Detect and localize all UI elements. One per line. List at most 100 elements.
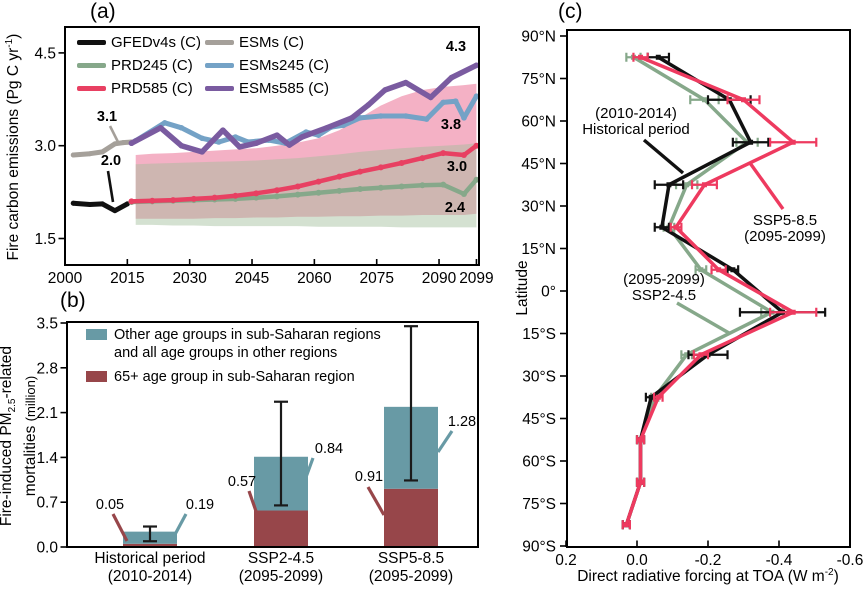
panel-a-marker-ESMs245 (C) — [378, 113, 384, 119]
legend-a-swatch — [205, 86, 234, 91]
panel-a-marker-PRD245 (C) — [336, 187, 343, 194]
panel-a-x-tick-label: 2015 — [110, 270, 144, 287]
panel-c-marker — [655, 54, 661, 60]
panel-a-y-tick-label: 1.5 — [34, 231, 56, 248]
panel-a-marker-ESMs585 (C) — [286, 142, 293, 148]
panel-b-value-label-0.19: 0.19 — [186, 497, 214, 513]
legend-b-label: Other age groups in sub-Saharan regions a… — [114, 327, 381, 361]
legend-a-item: PRD245 (C) — [77, 56, 205, 75]
panel-c-y-axis-title: Latitude — [514, 260, 531, 316]
panel-c-x-tick-label: 0.2 — [555, 552, 577, 569]
annotation-ssp2-line2: SSP2-4.5 — [631, 286, 697, 304]
panel-a-marker-ESMs245 (C) — [440, 99, 446, 106]
panel-c-marker — [648, 394, 654, 400]
panel-a-x-tick-label: 2075 — [359, 270, 393, 287]
panel-b-ylabel-post: -related — [0, 345, 15, 399]
panel-a-marker-ESMs245 (C) — [161, 120, 168, 126]
panel-c-y-tick-label: 60°N — [521, 113, 556, 130]
panel-c-x-tick-label: 0.0 — [626, 552, 648, 569]
panel-a-x-tick-label: 2060 — [297, 270, 332, 287]
panel-c-marker — [666, 182, 672, 188]
panel-c-xlabel-close: ) — [833, 568, 839, 586]
panel-a-marker-PRD245 (C) — [398, 183, 405, 190]
panel-c-marker — [701, 182, 707, 188]
panel-a-marker-PRD585 (C) — [294, 183, 301, 190]
panel-a-marker-PRD245 (C) — [273, 193, 280, 200]
panel-a-marker-ESMs245 (C) — [423, 116, 430, 122]
panel-a-marker-ESMs (C) — [70, 152, 76, 158]
panel-a-x-tick-label: 2045 — [235, 270, 269, 287]
panel-b-ylabel-sub: 2.5 — [7, 398, 19, 413]
panel-c-xlabel-pre: Direct radiative forcing at TOA (W m — [577, 568, 825, 586]
panel-b-y-tick-label: 2.1 — [36, 405, 58, 422]
panel-a-marker-ESMs585 (C) — [199, 149, 205, 155]
panel-c-y-tick-label: 15°N — [521, 241, 556, 258]
panel-c-series-SSP5-8.5 (2095-2099) — [624, 55, 795, 527]
panel-a-marker-ESMs585 (C) — [157, 124, 164, 131]
panel-a-annotation-leader — [106, 170, 115, 203]
panel-a-y-axis-title-sup: -1 — [3, 38, 15, 48]
panel-a-marker-PRD245 (C) — [419, 182, 426, 189]
panel-b-ylabel-line2: mortalities — [22, 421, 40, 497]
panel-b-value-leader — [247, 490, 260, 518]
panel-b-category-label: SSP5-8.5 — [378, 550, 444, 567]
panel-a-marker-ESMs245 (C) — [452, 98, 459, 104]
panel-a-marker-ESMs (C) — [112, 141, 118, 147]
panel-a-marker-ESMs245 (C) — [357, 115, 363, 121]
panel-a-x-tick-label: 2000 — [48, 270, 83, 287]
panel-b-value-label-0.91: 0.91 — [355, 469, 383, 485]
panel-b-value-label-1.28: 1.28 — [448, 414, 476, 430]
panel-b-category-label-years: (2010-2014) — [108, 568, 192, 585]
panel-a-marker-ESMs (C) — [87, 151, 93, 157]
legend-b-item: 65+ age group in sub-Saharan region — [86, 368, 381, 386]
panel-a-marker-GFEDv4s (C) — [112, 208, 118, 214]
panel-a-annotation-3.8: 3.8 — [441, 117, 461, 133]
panel-a-annotation-2.0: 2.0 — [101, 153, 121, 169]
legend-b-item: Other age groups in sub-Saharan regions a… — [86, 326, 381, 362]
panel-b-value-label-0.05: 0.05 — [96, 497, 124, 513]
panel-a-marker-ESMs (C) — [120, 140, 126, 146]
annotation-ssp2-line1: (2095-2099) — [623, 271, 705, 288]
panel-c-marker — [638, 479, 644, 485]
panel-c-marker — [684, 352, 690, 358]
panel-a-marker-PRD585 (C) — [460, 151, 467, 158]
panel-a-marker-ESMs585 (C) — [236, 144, 243, 150]
panel-a-marker-PRD585 (C) — [440, 150, 447, 157]
panel-b-y-tick-label: 0.7 — [36, 495, 58, 512]
panel-c-x-tick-label: -0.2 — [695, 552, 722, 569]
panel-a-annotation-leader — [108, 125, 120, 143]
legend-a-item: GFEDv4s (C) — [77, 33, 205, 52]
panel-a-annotation-3.0: 3.0 — [447, 159, 467, 175]
panel-b-y-axis-title: Fire-induced PM2.5-related mortalities (… — [0, 286, 40, 586]
panel-b-value-leader — [366, 486, 386, 516]
panel-c-marker — [638, 437, 644, 443]
panel-a-marker-ESMs585 (C) — [382, 87, 388, 93]
panel-b-value-leader — [111, 513, 129, 542]
panel-b-y-tick-label: 0.0 — [36, 540, 58, 557]
legend-b-swatch — [86, 371, 107, 382]
panel-c-marker — [790, 139, 796, 145]
legend-a-label: PRD585 (C) — [111, 80, 193, 97]
panel-a-marker-GFEDv4s (C) — [70, 200, 76, 206]
panel-b-category-label-years: (2095-2099) — [239, 568, 323, 585]
panel-b-legend: Other age groups in sub-Saharan regions a… — [86, 326, 381, 392]
panel-a-series-PRD585 (C) — [129, 143, 479, 204]
panel-c-y-tick-label: 75°N — [521, 71, 556, 88]
panel-b-letter: (b) — [60, 289, 86, 312]
panel-a-x-tick-label: 2099 — [459, 270, 493, 287]
panel-a-marker-ESMs585 (C) — [128, 140, 135, 147]
panel-b-value-leader — [436, 430, 454, 453]
panel-a-y-tick-label: 4.5 — [34, 45, 56, 62]
panel-a-marker-PRD585 (C) — [315, 178, 322, 185]
panel-c-marker — [730, 267, 736, 273]
panel-c-marker — [748, 139, 754, 145]
legend-a-swatch — [77, 63, 106, 68]
panel-c-x-axis-title: Direct radiative forcing at TOA (W m-2) — [558, 567, 858, 586]
panel-a-marker-PRD585 (C) — [357, 168, 364, 175]
panel-c-x-tick-label: -0.6 — [837, 552, 864, 569]
panel-a-marker-PRD585 (C) — [149, 197, 156, 204]
panel-a-marker-PRD585 (C) — [211, 194, 218, 201]
panel-a-annotation-4.3: 4.3 — [446, 39, 466, 55]
